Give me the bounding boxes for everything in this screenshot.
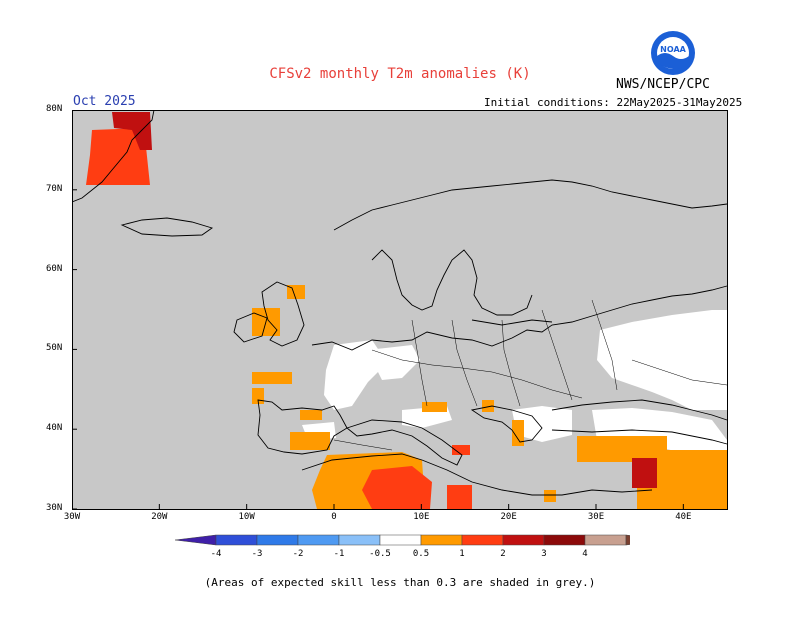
lat-tick-label: 60N [46, 263, 63, 274]
warm-anomaly-1-2 [86, 128, 472, 509]
organization-label: NWS/NCEP/CPC [616, 77, 710, 92]
colorbar-swatch [174, 534, 217, 546]
noaa-logo: NOAA [651, 31, 695, 75]
initial-conditions: Initial conditions: 22May2025-31May2025 [484, 96, 743, 109]
map-frame [72, 110, 728, 510]
colorbar-swatch [502, 534, 545, 546]
lat-tick-label: 80N [46, 104, 63, 114]
colorbar-swatch [625, 534, 630, 546]
lon-tick-label: 20W [151, 512, 168, 522]
colorbar-swatch [420, 534, 463, 546]
lon-tick-label: 30W [63, 512, 81, 522]
coastlines [72, 110, 728, 496]
colorbar-label: -3 [252, 549, 263, 559]
colorbar-label: 1 [459, 549, 464, 559]
lon-tick-label: 20E [500, 512, 517, 522]
colorbar-swatch [256, 534, 299, 546]
skill-footnote: (Areas of expected skill less than 0.3 a… [204, 576, 596, 589]
country-borders [333, 299, 728, 451]
colorbar-label: 4 [582, 549, 587, 559]
anomaly-map [72, 110, 728, 510]
lon-tick-label: 10W [238, 512, 255, 522]
colorbar-swatch [338, 534, 381, 546]
colorbar: -4 -3 -2 -1 -0.5 0.5 1 2 3 4 [174, 534, 630, 559]
lon-tick-label: 0 [331, 512, 337, 522]
lat-tick-label: 50N [46, 343, 63, 354]
colorbar-label: 0.5 [413, 549, 429, 559]
map-title: CFSv2 monthly T2m anomalies (K) [269, 66, 531, 82]
colorbar-swatch [584, 534, 627, 546]
lon-tick-label: 30E [587, 512, 605, 522]
lon-tick-label: 10E [413, 512, 430, 522]
lat-tick-label: 70N [46, 183, 63, 194]
forecast-month: Oct 2025 [73, 94, 136, 109]
colorbar-swatch [215, 534, 258, 546]
lon-tick-label: 40E [675, 512, 692, 522]
warm-anomaly-2-3 [112, 112, 657, 488]
colorbar-label: 3 [541, 549, 546, 559]
colorbar-label: 2 [500, 549, 505, 559]
svg-text:NOAA: NOAA [660, 45, 686, 54]
colorbar-swatch [461, 534, 504, 546]
lat-tick-label: 30N [46, 503, 63, 513]
colorbar-swatch [379, 534, 422, 546]
lat-tick-label: 40N [46, 423, 63, 434]
colorbar-swatch [543, 534, 586, 546]
colorbar-label: -2 [293, 549, 304, 559]
colorbar-label: -1 [334, 549, 345, 559]
colorbar-swatch [297, 534, 340, 546]
colorbar-label: -0.5 [369, 549, 391, 559]
colorbar-label: -4 [211, 549, 222, 559]
near-normal-regions [302, 310, 727, 475]
